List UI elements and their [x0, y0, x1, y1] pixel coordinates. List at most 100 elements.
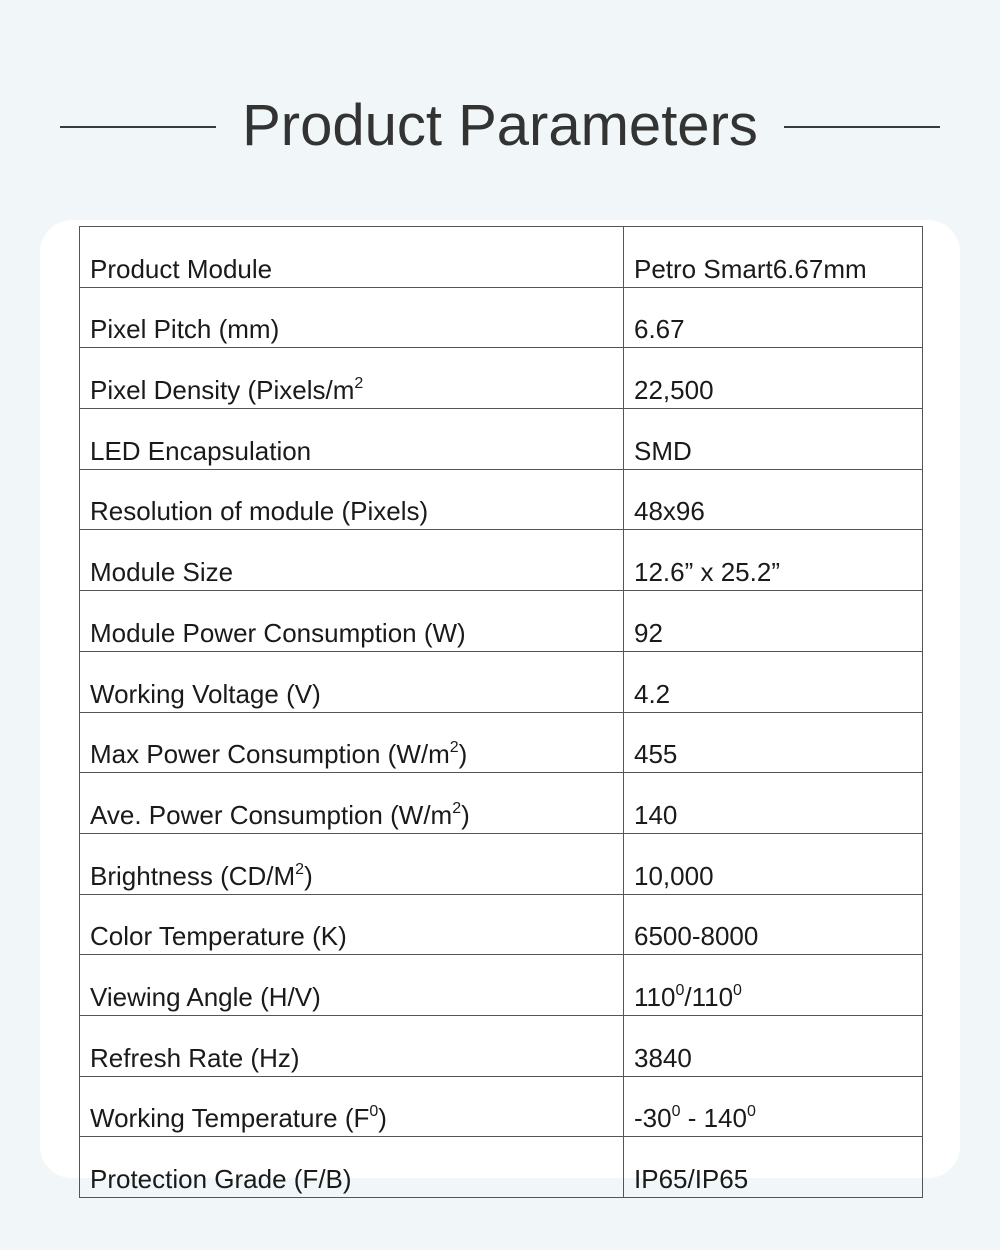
cell-text: Viewing Angle (H/V)	[90, 981, 321, 1012]
parameter-value: 3840	[623, 1014, 923, 1077]
parameter-name: Product Module	[79, 226, 624, 288]
page-title: Product Parameters	[242, 93, 758, 158]
title-divider-right	[784, 126, 940, 128]
cell-text: )	[461, 799, 470, 830]
cell-text: 3840	[634, 1042, 692, 1073]
cell-text: 22,500	[634, 375, 714, 406]
parameter-name: Max Power Consumption (W/m2)	[79, 711, 624, 774]
table-row: Product Module Petro Smart6.67mm	[79, 226, 923, 288]
parameter-name: Brightness (CD/M2)	[79, 832, 624, 895]
parameter-name: Viewing Angle (H/V)	[79, 954, 624, 1016]
table-row: Working Voltage (V) 4.2	[79, 650, 923, 713]
superscript: 0	[671, 1103, 681, 1121]
parameter-value: 92	[623, 590, 923, 652]
page-header: Product Parameters	[0, 88, 1000, 168]
cell-text: Module Size	[90, 557, 234, 588]
parameter-name: Working Voltage (V)	[79, 650, 624, 713]
cell-text: 140	[634, 799, 678, 830]
parameter-name: Working Temperature (F0)	[79, 1075, 624, 1138]
cell-text: -30	[634, 1103, 672, 1134]
table-row: Module Size 12.6” x 25.2”	[79, 529, 923, 592]
parameter-name: Protection Grade (F/B)	[79, 1136, 624, 1198]
table-row: Working Temperature (F0) -300 - 1400	[79, 1075, 923, 1138]
table-row: Pixel Pitch (mm) 6.67	[79, 286, 923, 349]
parameter-name: LED Encapsulation	[79, 408, 624, 470]
parameters-table: Product Module Petro Smart6.67mm Pixel Pit…	[79, 226, 923, 1198]
superscript: 0	[675, 981, 685, 999]
table-row: Pixel Density (Pixels/m2 22,500	[79, 347, 923, 410]
cell-text: Protection Grade (F/B)	[90, 1164, 352, 1194]
superscript: 2	[449, 739, 459, 757]
superscript: 2	[452, 799, 462, 817]
parameter-value: 10,000	[623, 832, 923, 895]
cell-text: IP65/IP65	[634, 1164, 749, 1194]
cell-text: Resolution of module (Pixels)	[90, 496, 429, 527]
cell-text: Working Temperature (F	[90, 1103, 370, 1134]
cell-text: 12.6” x 25.2”	[634, 557, 780, 588]
cell-text: Pixel Pitch (mm)	[90, 314, 280, 345]
parameter-value: 4.2	[623, 650, 923, 713]
cell-text: 6500-8000	[634, 921, 759, 952]
parameter-value: 455	[623, 711, 923, 774]
cell-text: )	[458, 739, 468, 770]
cell-text: 92	[634, 617, 663, 648]
parameter-value: IP65/IP65	[623, 1136, 923, 1198]
cell-text: /110	[684, 981, 734, 1012]
cell-text: LED Encapsulation	[90, 435, 312, 466]
parameter-name: Refresh Rate (Hz)	[79, 1014, 624, 1077]
table-row: Resolution of module (Pixels) 48x96	[79, 468, 923, 531]
parameter-value: SMD	[623, 408, 923, 470]
cell-text: - 140	[680, 1103, 747, 1134]
cell-text: SMD	[634, 435, 692, 466]
parameter-value: 140	[623, 772, 923, 834]
table-row: Ave. Power Consumption (W/m2) 140	[79, 772, 923, 834]
table-row: Viewing Angle (H/V) 1100/1100	[79, 954, 923, 1016]
superscript: 2	[354, 375, 364, 393]
cell-text: Brightness (CD/M	[90, 860, 296, 891]
cell-text: Refresh Rate (Hz)	[90, 1042, 300, 1073]
table-row: Brightness (CD/M2) 10,000	[79, 832, 923, 895]
title-divider-left	[60, 126, 216, 128]
parameter-name: Pixel Density (Pixels/m2	[79, 347, 624, 410]
cell-text: Working Voltage (V)	[90, 678, 321, 709]
table-row: Module Power Consumption (W) 92	[79, 590, 923, 652]
table-row: LED Encapsulation SMD	[79, 408, 923, 470]
parameter-name: Pixel Pitch (mm)	[79, 286, 624, 349]
parameter-name: Module Power Consumption (W)	[79, 590, 624, 652]
parameter-value: 48x96	[623, 468, 923, 531]
superscript: 0	[369, 1103, 379, 1121]
parameter-name: Color Temperature (K)	[79, 893, 624, 956]
cell-text: Product Module	[90, 253, 273, 284]
parameter-value: -300 - 1400	[623, 1075, 923, 1138]
parameter-value: 6.67	[623, 286, 923, 349]
parameter-name: Resolution of module (Pixels)	[79, 468, 624, 531]
cell-text: )	[304, 860, 313, 891]
cell-text: 455	[634, 739, 678, 770]
cell-text: Module Power Consumption (W)	[90, 617, 466, 648]
cell-text: 110	[634, 981, 676, 1012]
cell-text: Color Temperature (K)	[90, 921, 347, 952]
table-row: Protection Grade (F/B) IP65/IP65	[79, 1136, 923, 1198]
parameter-value: Petro Smart6.67mm	[623, 226, 923, 288]
cell-text: 6.67	[634, 314, 685, 345]
cell-text: 4.2	[634, 678, 671, 709]
cell-text: )	[378, 1103, 387, 1134]
parameter-value: 22,500	[623, 347, 923, 410]
table-row: Refresh Rate (Hz) 3840	[79, 1014, 923, 1077]
cell-text: Max Power Consumption (W/m	[90, 739, 450, 770]
superscript: 0	[746, 1103, 756, 1121]
superscript: 0	[733, 981, 742, 999]
cell-text: 10,000	[634, 860, 714, 891]
cell-text: Petro Smart6.67mm	[634, 253, 867, 284]
cell-text: 48x96	[634, 496, 705, 527]
parameter-value: 6500-8000	[623, 893, 923, 956]
parameter-value: 12.6” x 25.2”	[623, 529, 923, 592]
cell-text: Pixel Density (Pixels/m	[90, 375, 355, 406]
parameter-name: Ave. Power Consumption (W/m2)	[79, 772, 624, 834]
table-row: Max Power Consumption (W/m2) 455	[79, 711, 923, 774]
cell-text: Ave. Power Consumption (W/m	[90, 799, 453, 830]
parameter-value: 1100/1100	[623, 954, 923, 1016]
table-row: Color Temperature (K) 6500-8000	[79, 893, 923, 956]
superscript: 2	[295, 860, 305, 878]
parameter-name: Module Size	[79, 529, 624, 592]
